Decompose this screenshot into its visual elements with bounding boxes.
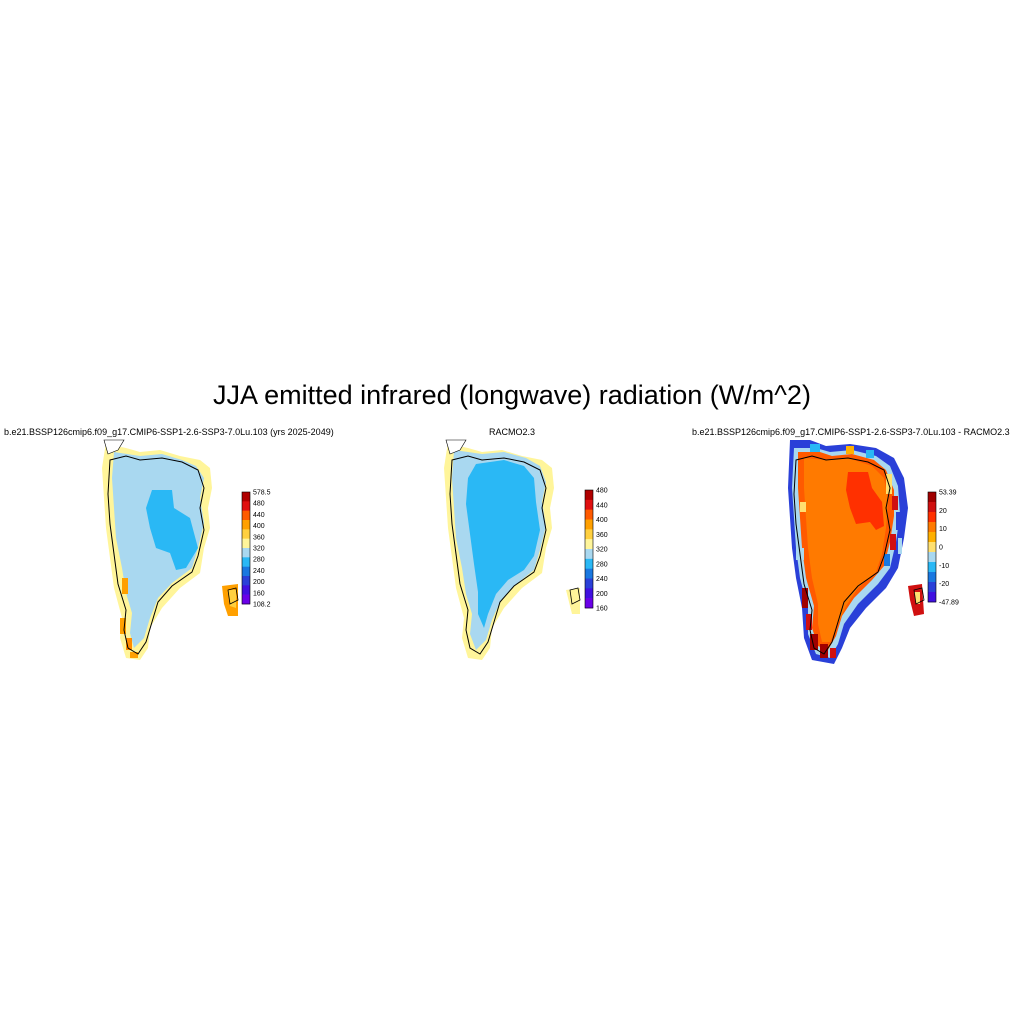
panel-1-colorbar-label: 280 bbox=[253, 557, 265, 564]
panel-2-colorbar-segment bbox=[585, 578, 593, 589]
panel-1-colorbar-label: 200 bbox=[253, 579, 265, 586]
panel-2-colorbar-segment bbox=[585, 588, 593, 599]
panel-2-colorbar-segment bbox=[585, 490, 593, 501]
panel-1-colorbar-segment bbox=[242, 538, 250, 549]
panel-2-colorbar-label: 440 bbox=[596, 502, 608, 509]
panel-2-colorbar-label: 160 bbox=[596, 606, 608, 613]
panel-3-colorbar-segment bbox=[928, 592, 936, 603]
panel-3-greenland-map bbox=[788, 440, 925, 664]
panel-2-colorbar-segment bbox=[585, 558, 593, 569]
panel-1-colorbar-label: 360 bbox=[253, 534, 265, 541]
figure-title: JJA emitted infrared (longwave) radiatio… bbox=[213, 380, 811, 410]
panel-1-colorbar-label: 320 bbox=[253, 546, 265, 553]
panel-2-colorbar-segment bbox=[585, 598, 593, 609]
panel-3-colorbar-label: -20 bbox=[939, 581, 949, 588]
panel-2-colorbar-segment bbox=[585, 529, 593, 540]
panel-2-colorbar-label: 360 bbox=[596, 532, 608, 539]
panel-1-colorbar-segment bbox=[242, 548, 250, 558]
panel-3-colorbar-segment bbox=[928, 542, 936, 553]
panel-3-colorbar-frame bbox=[927, 491, 937, 603]
panel-2-colorbar-segment bbox=[585, 549, 593, 560]
panel-1-colorbar-segment bbox=[242, 585, 250, 595]
panel-3-colorbar-segment bbox=[928, 582, 936, 593]
panel-3-colorbar-label: 53.39 bbox=[939, 490, 957, 497]
panel-2-colorbar-segment bbox=[585, 519, 593, 530]
panel-2-colorbar-segment bbox=[585, 539, 593, 550]
panel-3-colorbar-segment bbox=[928, 502, 936, 513]
panel-3-colorbar-segment bbox=[928, 552, 936, 563]
panel-3-colorbar-label: 0 bbox=[939, 545, 943, 552]
panel-3-colorbar-label: -47.89 bbox=[939, 600, 959, 607]
panel-1-colorbar-segment bbox=[242, 576, 250, 586]
panel-2-colorbar-segment bbox=[585, 499, 593, 510]
panel-1-colorbar-segment bbox=[242, 501, 250, 511]
panel-1-colorbar-segment bbox=[242, 529, 250, 539]
panel-2-map bbox=[444, 439, 581, 660]
panel-2-colorbar-segment bbox=[585, 568, 593, 579]
panel-1-colorbar-label: 240 bbox=[253, 568, 265, 575]
panel-3-colorbar-segment bbox=[928, 572, 936, 583]
panel-3-colorbar-segment bbox=[928, 512, 936, 523]
panel-3-title: b.e21.BSSP126cmip6.f09_g17.CMIP6-SSP1-2.… bbox=[692, 427, 1010, 437]
panel-3-colorbar-label: -10 bbox=[939, 563, 949, 570]
panel-2-colorbar-label: 480 bbox=[596, 488, 608, 495]
panel-1-greenland-map bbox=[102, 439, 239, 660]
panel-3-map bbox=[788, 440, 925, 664]
panel-3-colorbar: 53.39 20 10 0 -10 -20 -47.89 bbox=[927, 490, 959, 607]
panel-2-colorbar-label: 400 bbox=[596, 517, 608, 524]
panel-2-colorbar-label: 240 bbox=[596, 576, 608, 583]
panel-1-colorbar-label: 440 bbox=[253, 512, 265, 519]
panel-1-colorbar-label: 108.2 bbox=[253, 602, 271, 609]
panel-1-colorbar-segment bbox=[242, 557, 250, 567]
panel-2-colorbar: 480 440 400 360 320 280 240 200 160 bbox=[584, 488, 608, 613]
panel-3-colorbar-label: 10 bbox=[939, 526, 947, 533]
panel-1-colorbar-segment bbox=[242, 594, 250, 605]
panel-3-colorbar-segment bbox=[928, 492, 936, 503]
panel-2-colorbar-label: 320 bbox=[596, 547, 608, 554]
panel-3-colorbar-label: 20 bbox=[939, 508, 947, 515]
panel-2-greenland-map bbox=[444, 439, 581, 660]
panel-1-colorbar: 578.5 480 440 400 360 320 280 240 200 160 108.2 bbox=[241, 490, 271, 609]
panel-2-colorbar-label: 280 bbox=[596, 561, 608, 568]
panel-3-colorbar-segment bbox=[928, 522, 936, 533]
panel-2-colorbar-label: 200 bbox=[596, 591, 608, 598]
panel-2-colorbar-segment bbox=[585, 509, 593, 520]
panel-1-colorbar-label: 160 bbox=[253, 590, 265, 597]
panel-1-colorbar-segment bbox=[242, 510, 250, 521]
panel-2-colorbar-frame bbox=[584, 489, 594, 609]
panel-1-colorbar-segment bbox=[242, 492, 250, 502]
panel-1-map bbox=[102, 439, 239, 660]
panel-1-colorbar-label: 480 bbox=[253, 501, 265, 508]
panel-1-colorbar-label: 400 bbox=[253, 523, 265, 530]
panel-1-colorbar-segment bbox=[242, 520, 250, 530]
panel-1-colorbar-frame bbox=[241, 491, 251, 605]
panel-3-colorbar-segment bbox=[928, 562, 936, 573]
panel-2-title: RACMO2.3 bbox=[489, 427, 536, 437]
panel-3-colorbar-segment bbox=[928, 532, 936, 543]
panel-1-colorbar-label: 578.5 bbox=[253, 490, 271, 497]
panel-1-title: b.e21.BSSP126cmip6.f09_g17.CMIP6-SSP1-2.… bbox=[4, 427, 334, 437]
panel-1-colorbar-segment bbox=[242, 566, 250, 577]
